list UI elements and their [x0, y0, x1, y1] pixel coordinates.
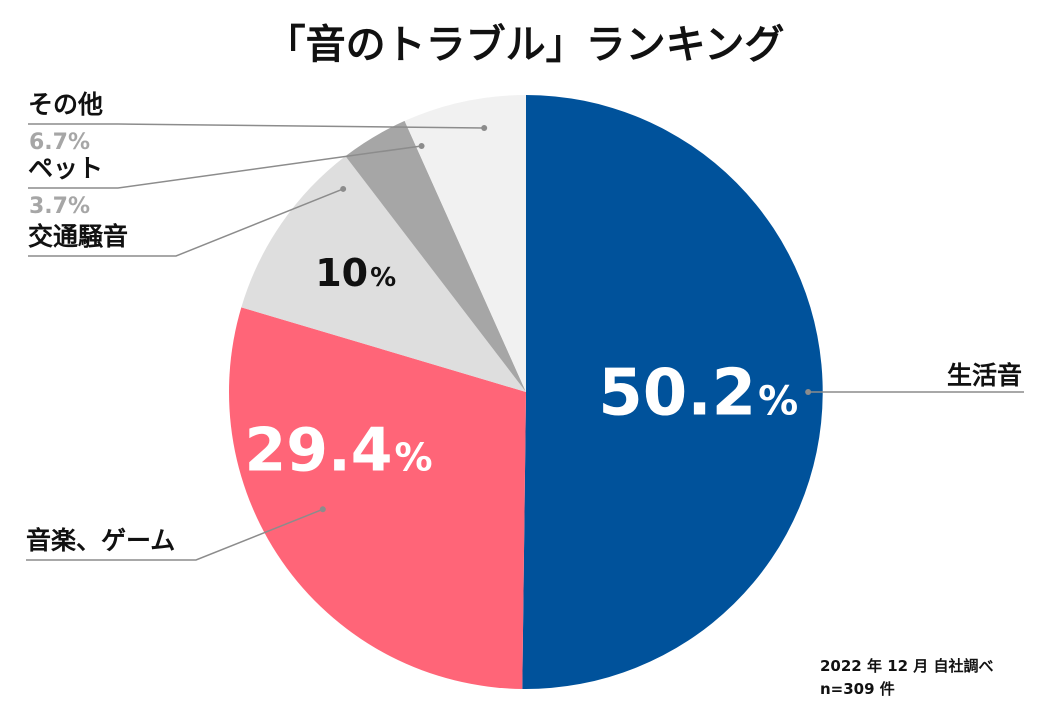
leader-lines	[26, 123, 1024, 561]
slice-value-unit-2: %	[370, 263, 396, 293]
slice-value-number-1: 29.4	[244, 415, 392, 485]
pie-slices	[229, 95, 823, 689]
slice-4	[404, 95, 526, 392]
leader-line-2	[28, 188, 344, 257]
leader-line-1	[26, 508, 324, 561]
slice-value-2: 10%	[315, 251, 396, 295]
slice-name-0: 生活音	[947, 361, 1022, 390]
slice-2	[241, 156, 526, 392]
slice-name-4: その他	[28, 90, 103, 119]
source-note: 2022 年 12 月 自社調べ	[820, 657, 994, 675]
slice-0	[522, 95, 823, 689]
slice-value-unit-1: %	[395, 435, 433, 479]
leader-dot-3	[418, 142, 425, 149]
leader-dot-1	[319, 506, 326, 513]
sample-size-note: n=309 件	[820, 680, 895, 698]
leader-dot-0	[805, 389, 812, 395]
slice-name-1: 音楽、ゲーム	[26, 526, 175, 555]
slice-name-3: ペット	[28, 154, 103, 183]
slice-3	[345, 120, 526, 393]
leader-line-4	[28, 123, 485, 129]
chart-title: 「音のトラブル」ランキング	[266, 22, 785, 68]
leader-dot-2	[340, 185, 347, 192]
leader-dot-4	[481, 124, 488, 131]
slice-value-4: 6.7%	[29, 130, 90, 155]
slice-value-number-0: 50.2	[598, 356, 756, 430]
slice-value-3: 3.7%	[29, 194, 90, 219]
slice-value-unit-0: %	[758, 378, 798, 424]
slice-value-1: 29.4%	[244, 415, 432, 485]
slice-name-2: 交通騒音	[28, 222, 128, 251]
slice-1	[229, 307, 526, 689]
leader-line-3	[28, 145, 422, 189]
slice-value-0: 50.2%	[598, 356, 798, 430]
slice-value-number-2: 10	[315, 251, 368, 295]
